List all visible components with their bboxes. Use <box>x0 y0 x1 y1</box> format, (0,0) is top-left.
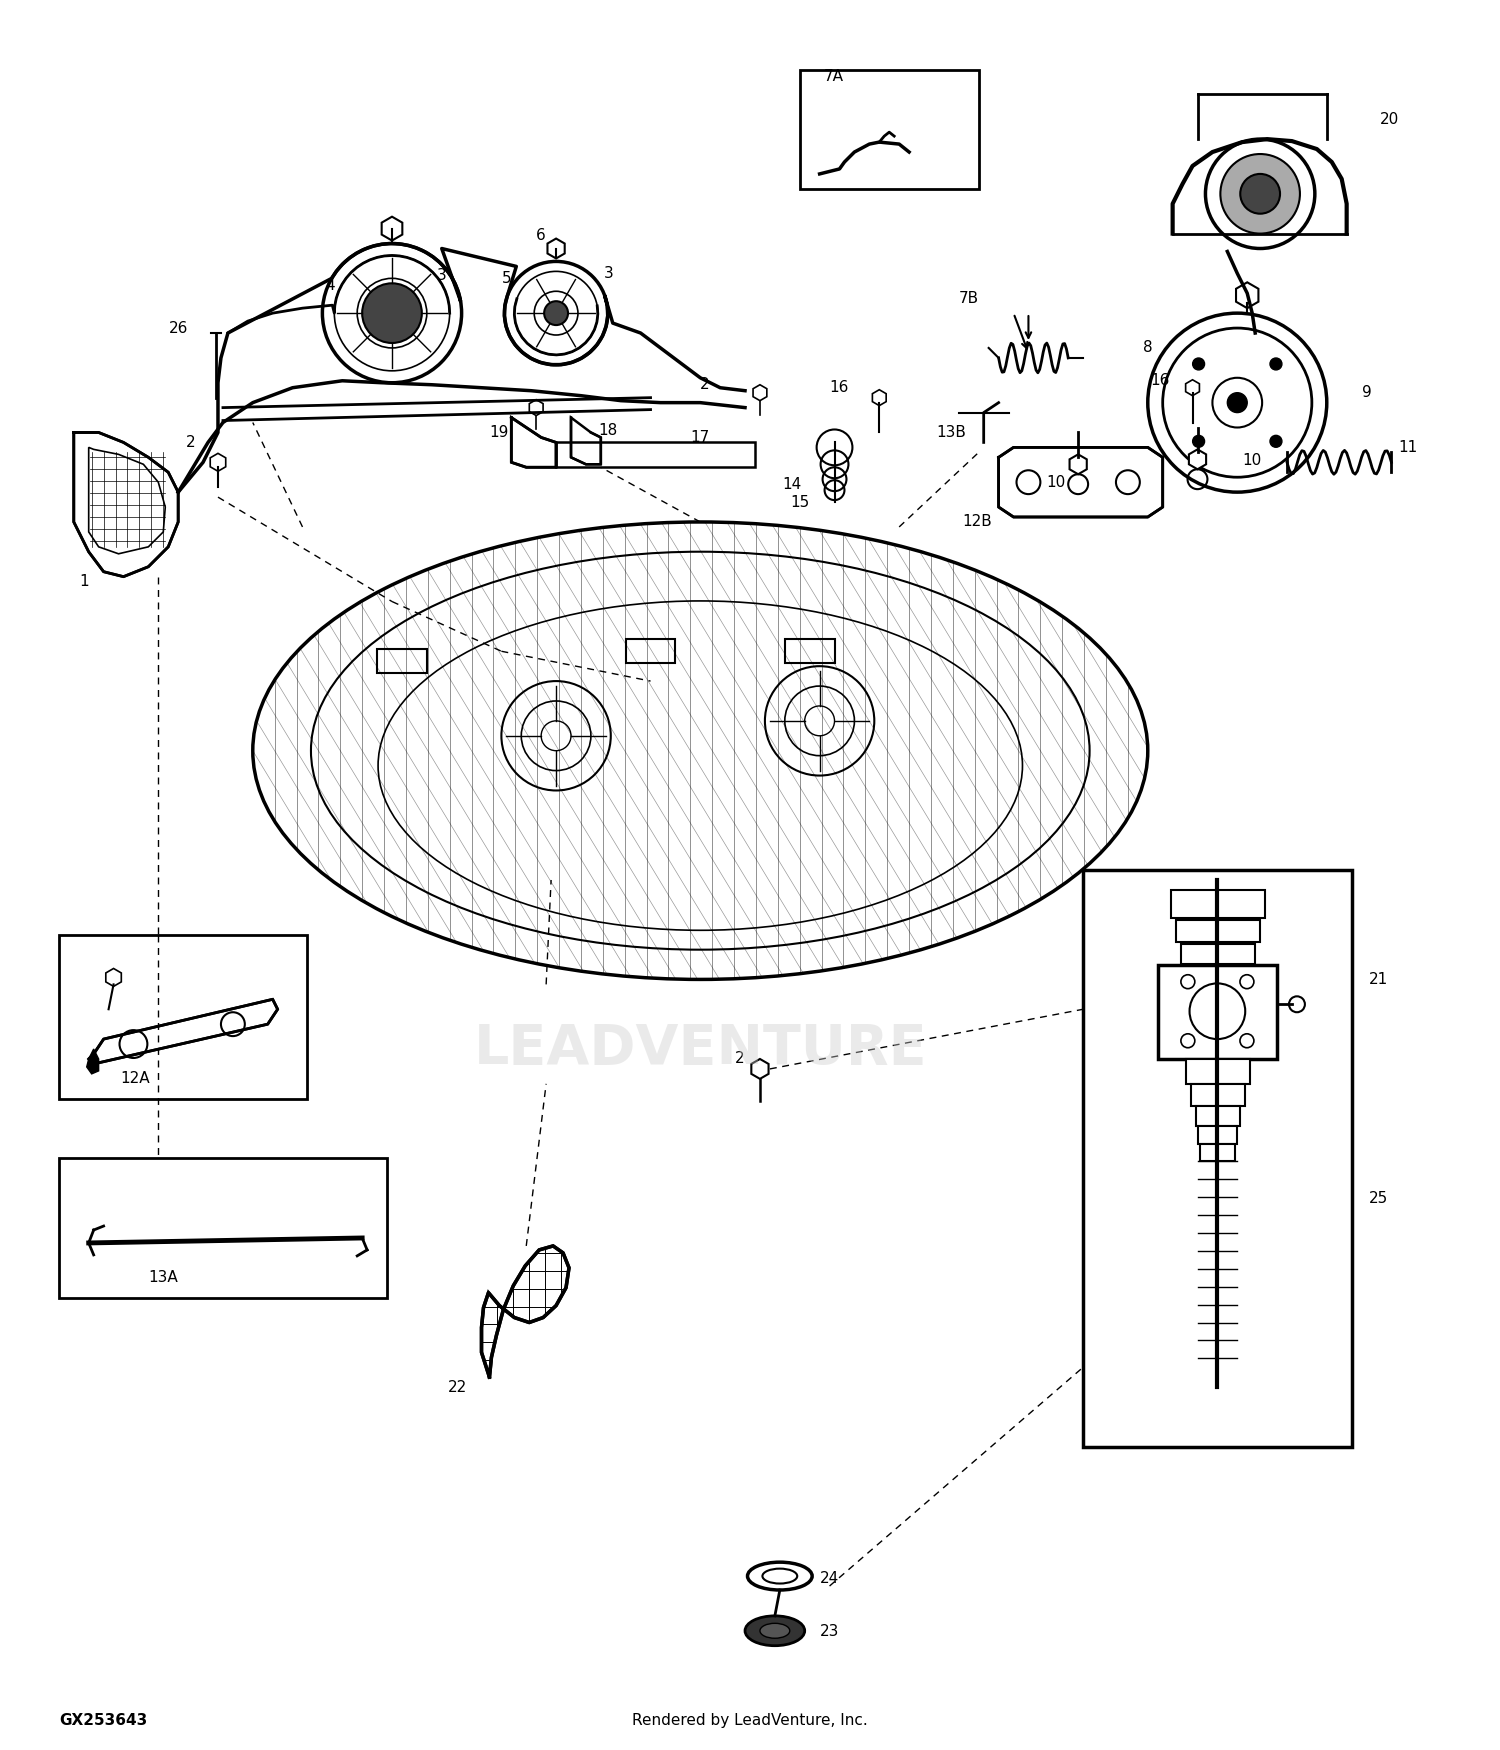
Polygon shape <box>512 418 556 467</box>
Circle shape <box>1192 436 1204 448</box>
Text: 9: 9 <box>1362 385 1371 401</box>
Bar <box>1197 1125 1237 1143</box>
Text: 3: 3 <box>436 268 447 284</box>
Circle shape <box>1240 173 1280 214</box>
Text: 2: 2 <box>735 1052 746 1066</box>
Polygon shape <box>88 448 165 553</box>
Text: 7B: 7B <box>958 290 980 306</box>
Text: 13A: 13A <box>148 1270 178 1284</box>
Text: 16: 16 <box>1150 373 1170 388</box>
Bar <box>1170 891 1264 917</box>
Circle shape <box>1221 154 1300 233</box>
Text: 22: 22 <box>448 1379 468 1395</box>
Text: 12B: 12B <box>962 514 992 530</box>
Bar <box>1196 1106 1240 1125</box>
Bar <box>556 443 754 467</box>
Text: LEADVENTURE: LEADVENTURE <box>474 1022 927 1076</box>
Bar <box>1200 1143 1236 1162</box>
Circle shape <box>1270 359 1282 369</box>
Text: 2: 2 <box>699 378 709 392</box>
Text: 24: 24 <box>821 1570 839 1586</box>
Circle shape <box>362 284 422 343</box>
Text: 16: 16 <box>830 380 849 396</box>
Bar <box>58 1158 387 1298</box>
Text: 18: 18 <box>598 424 618 438</box>
Circle shape <box>1270 436 1282 448</box>
Text: 15: 15 <box>790 495 810 509</box>
Text: 8: 8 <box>1143 341 1152 355</box>
Text: 26: 26 <box>168 320 188 336</box>
Text: 14: 14 <box>782 476 801 492</box>
Bar <box>376 649 427 674</box>
Bar <box>1176 920 1260 942</box>
Polygon shape <box>74 432 178 578</box>
Bar <box>1180 943 1256 964</box>
Polygon shape <box>482 1246 568 1377</box>
Bar <box>800 70 978 189</box>
Polygon shape <box>87 1048 99 1074</box>
Text: 5: 5 <box>501 271 512 285</box>
Text: 4: 4 <box>326 278 334 292</box>
Bar <box>1083 870 1352 1447</box>
Polygon shape <box>88 999 278 1064</box>
Text: 2: 2 <box>186 436 196 450</box>
Text: 19: 19 <box>489 425 508 439</box>
Text: 6: 6 <box>537 228 546 243</box>
Bar <box>58 934 308 1099</box>
Text: Rendered by LeadVenture, Inc.: Rendered by LeadVenture, Inc. <box>632 1713 868 1727</box>
Text: 25: 25 <box>1370 1190 1388 1206</box>
Text: 10: 10 <box>1242 453 1262 467</box>
Text: 12A: 12A <box>120 1071 150 1087</box>
Text: 17: 17 <box>690 430 709 444</box>
Text: 13B: 13B <box>936 425 966 439</box>
Text: 3: 3 <box>604 266 613 280</box>
Text: 1: 1 <box>80 574 88 590</box>
Circle shape <box>1227 392 1246 413</box>
Bar <box>1185 1059 1250 1083</box>
Text: 23: 23 <box>821 1624 839 1640</box>
Polygon shape <box>572 418 602 464</box>
Circle shape <box>544 301 568 326</box>
Ellipse shape <box>747 1563 812 1591</box>
Text: 7A: 7A <box>824 68 843 84</box>
Text: GX253643: GX253643 <box>58 1713 147 1727</box>
Text: 10: 10 <box>1047 474 1066 490</box>
Ellipse shape <box>746 1615 804 1645</box>
Text: 21: 21 <box>1370 971 1388 987</box>
Bar <box>784 639 834 663</box>
Polygon shape <box>999 448 1162 516</box>
Bar <box>1191 1083 1245 1106</box>
Circle shape <box>1192 359 1204 369</box>
Bar <box>626 639 675 663</box>
Ellipse shape <box>760 1624 790 1638</box>
Text: 20: 20 <box>1380 112 1400 126</box>
Text: 11: 11 <box>1398 439 1417 455</box>
Bar <box>1158 964 1276 1059</box>
